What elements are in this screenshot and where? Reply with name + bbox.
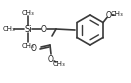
Text: O: O — [41, 24, 47, 34]
Text: CH₃: CH₃ — [111, 11, 123, 17]
Text: CH₃: CH₃ — [53, 61, 65, 67]
Text: CH₃: CH₃ — [22, 43, 34, 49]
Text: Si: Si — [24, 24, 32, 34]
Text: CH₃: CH₃ — [22, 10, 34, 16]
Text: O: O — [48, 56, 54, 64]
Text: O: O — [31, 43, 37, 53]
Text: O: O — [106, 11, 112, 20]
Text: CH₃: CH₃ — [3, 26, 15, 32]
